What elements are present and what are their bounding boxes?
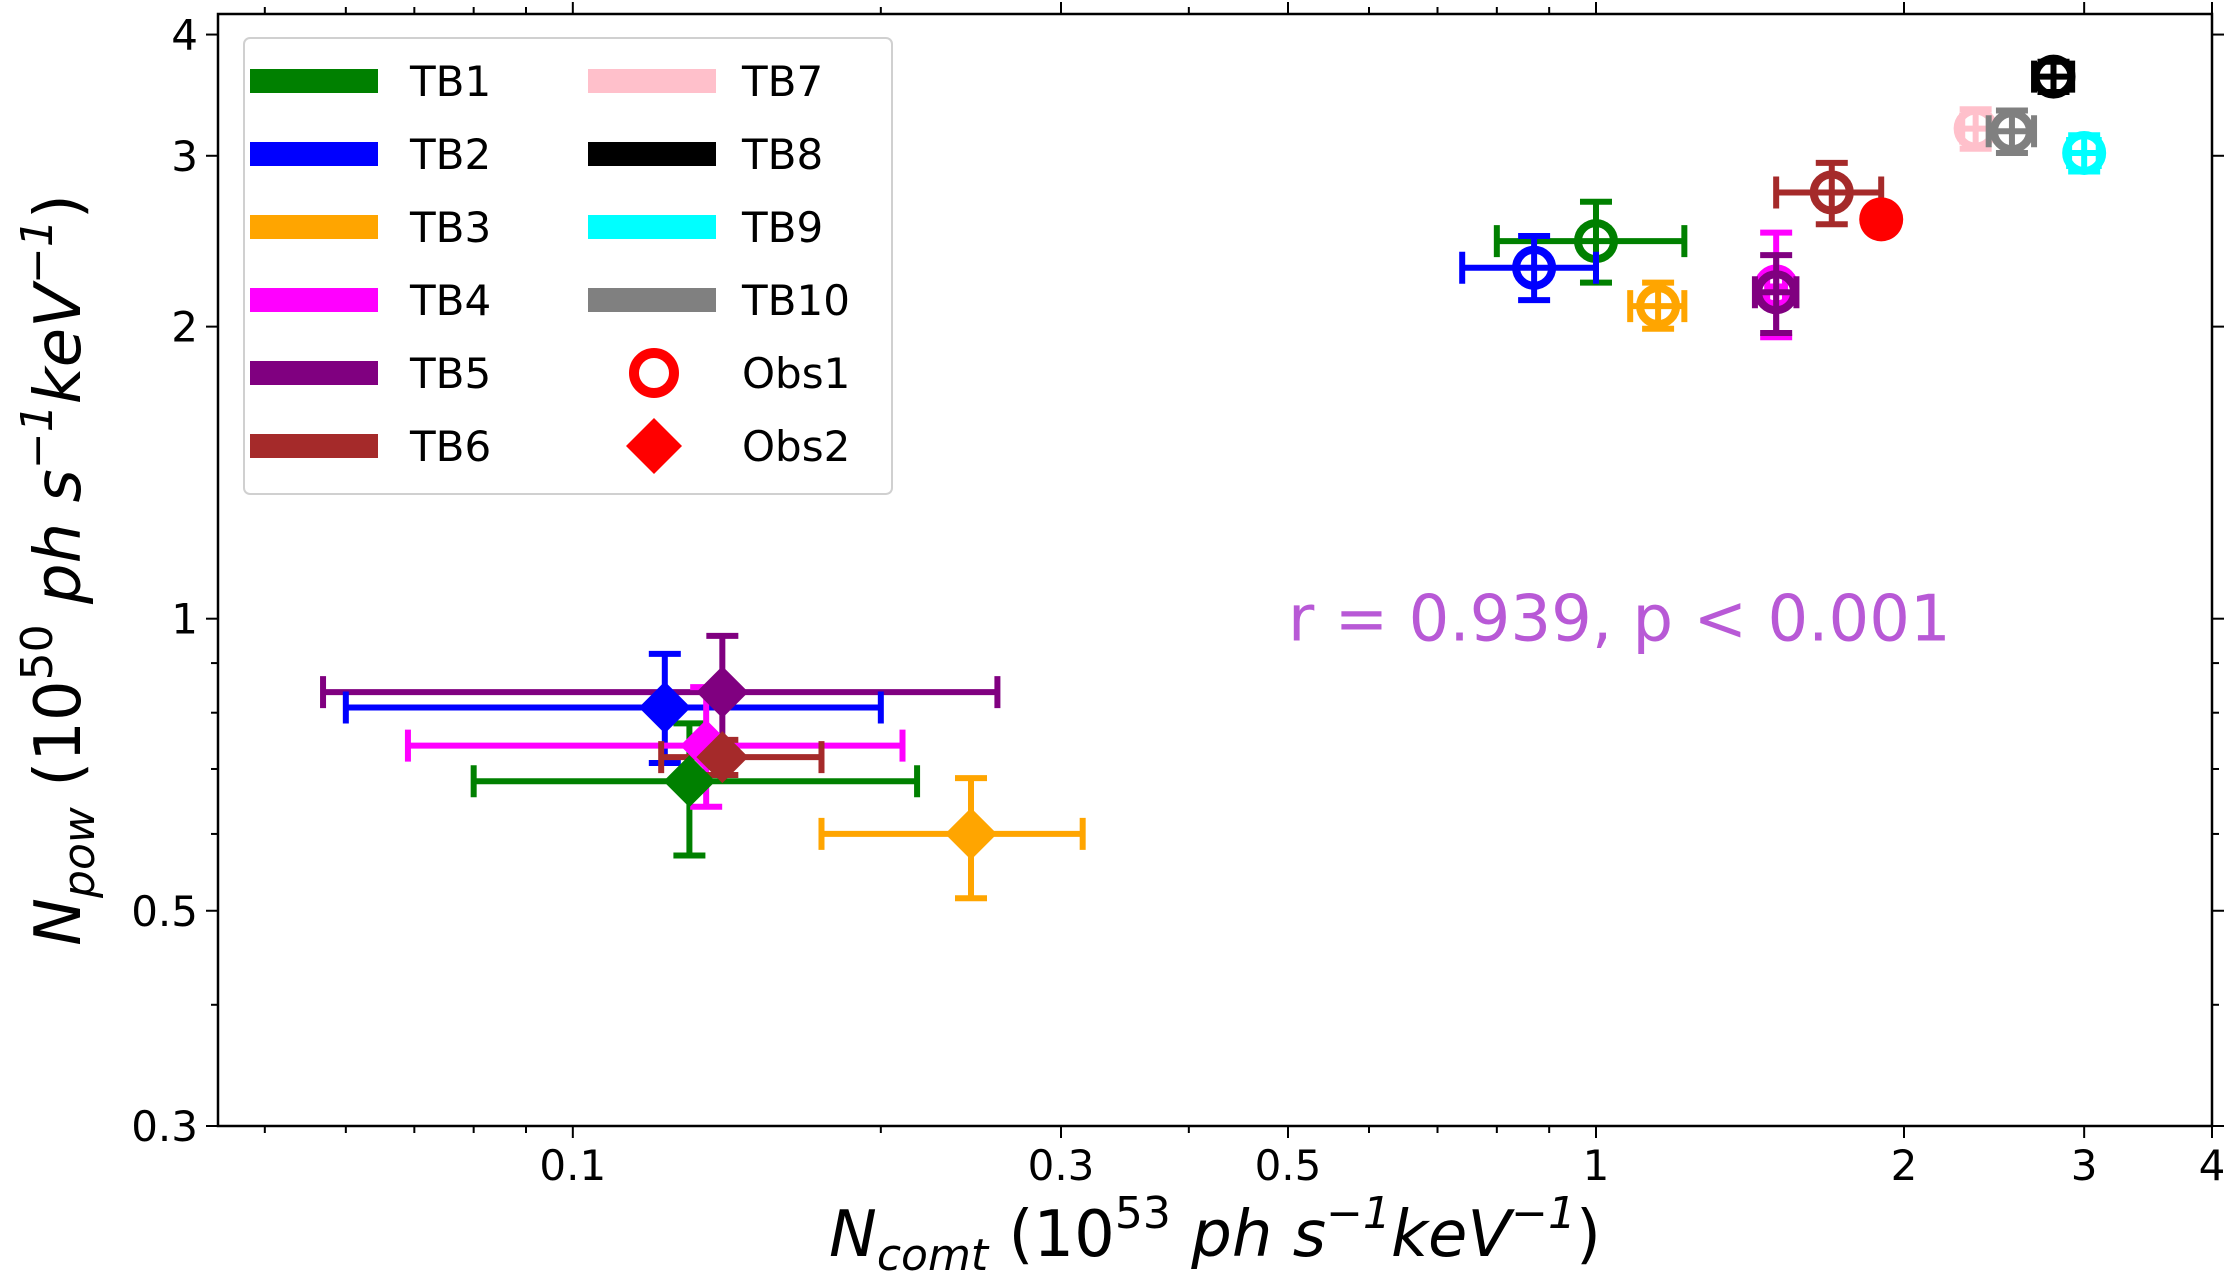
legend-tb5-label: TB5	[409, 349, 491, 398]
plot-frame	[216, 12, 2214, 1128]
tb2-obs1-marker	[1512, 245, 1557, 290]
axis-label-part: pow	[54, 806, 105, 899]
y-tick-label: 0.5	[131, 887, 198, 936]
legend-tb8-label: TB8	[741, 130, 823, 179]
legend-tb2-swatch	[250, 142, 378, 166]
tb5-obs2-marker	[696, 666, 749, 719]
legend-tb4-label: TB4	[409, 276, 491, 325]
legend-tb1-label: TB1	[409, 57, 491, 106]
x-tick-label: 4	[2199, 1141, 2226, 1190]
axis-label-part: 53	[1115, 1188, 1171, 1239]
legend-tb2-label: TB2	[409, 130, 491, 179]
legend-obs1-swatch	[629, 348, 679, 398]
y-tick-label: 3	[171, 132, 198, 181]
y-tick-label: 0.3	[131, 1102, 198, 1151]
axis-label-part: ph s	[1171, 1198, 1326, 1272]
tb6-obs1-marker	[1809, 170, 1854, 215]
tb3-obs2-marker	[945, 807, 998, 860]
y-tick-label: 2	[171, 303, 198, 352]
axis-label-part: keV	[1391, 1198, 1515, 1272]
tb6-obs2-marker	[696, 731, 749, 784]
legend-tb3-swatch	[250, 215, 378, 239]
correlation-annotation: r = 0.939, p < 0.001	[1288, 583, 1951, 657]
axis-label-part: −1	[1511, 1188, 1576, 1239]
legend-tb7-label: TB7	[741, 57, 823, 106]
legend-obs2-label: Obs2	[742, 422, 850, 471]
x-tick-label: 0.1	[539, 1141, 606, 1190]
y-tick-label: 4	[171, 11, 198, 60]
legend-obs1-label: Obs1	[742, 349, 850, 398]
legend-tb9-swatch	[588, 215, 716, 239]
obs1-filled-marker	[1859, 197, 1904, 242]
legend-tb10-label: TB10	[741, 276, 850, 325]
tb2-obs2-marker	[638, 681, 691, 734]
tb1-obs2-marker	[663, 755, 716, 808]
x-tick-label: 2	[1891, 1141, 1918, 1190]
legend-tb7-swatch	[588, 69, 716, 93]
axis-ticks: 0.1 0.3 0.5 1 2 3 4 0.3 0.5 1 2 3 4	[131, 2, 2225, 1190]
axis-label-part: −1	[12, 404, 63, 469]
axis-label-part: −1	[12, 219, 63, 284]
x-axis-label: Ncomt (1053 ph s−1keV−1)	[829, 1188, 1601, 1280]
legend-tb10-swatch	[588, 288, 716, 312]
axis-label-part: 50	[12, 624, 63, 680]
tb8-obs1-marker	[2031, 54, 2076, 99]
legend-tb6-swatch	[250, 434, 378, 458]
legend: TB1 TB2 TB3 TB4 TB5 TB6 TB7 TB8 TB9 TB10 Obs1 Obs2	[243, 37, 893, 495]
legend-tb6-label: TB6	[409, 422, 491, 471]
x-tick-label: 0.3	[1028, 1141, 1095, 1190]
x-tick-label: 1	[1583, 1141, 1610, 1190]
legend-tb5-swatch	[250, 361, 378, 385]
legend-tb4-swatch	[250, 288, 378, 312]
axis-label-part: )	[22, 194, 96, 219]
tb9-obs1-marker	[2062, 130, 2107, 175]
x-tick-label: 0.5	[1255, 1141, 1322, 1190]
y-tick-label: 1	[171, 595, 198, 644]
axis-label-text: Ncomt (1053 ph s−1keV−1)	[829, 1188, 1601, 1280]
legend-obs2-swatch	[626, 418, 682, 474]
legend-box	[243, 37, 893, 495]
plot-border	[216, 12, 2214, 1128]
axis-label-part: N	[22, 898, 96, 946]
legend-tb8-swatch	[588, 142, 716, 166]
axis-label-part: (10	[988, 1198, 1115, 1272]
legend-tb9-label: TB9	[741, 203, 823, 252]
axis-label-part: )	[1576, 1198, 1601, 1272]
axis-label-part: (10	[22, 680, 96, 807]
axis-label-part: comt	[877, 1230, 990, 1280]
axis-label-text: Npow (1050 ph s−1keV−1)	[12, 194, 105, 946]
tb5-obs1-marker	[1754, 270, 1799, 315]
data-points	[320, 54, 2107, 902]
axis-label-part: N	[829, 1198, 877, 1272]
tb10-obs1-marker	[1989, 109, 2034, 154]
axis-label-part: ph s	[22, 469, 96, 624]
axis-label-part: keV	[22, 280, 96, 404]
legend-tb1-swatch	[250, 69, 378, 93]
tb3-obs1-marker	[1636, 284, 1681, 329]
axis-label-part: −1	[1326, 1188, 1391, 1239]
y-axis-label: Npow (1050 ph s−1keV−1)	[12, 194, 105, 946]
legend-tb3-label: TB3	[409, 203, 491, 252]
x-tick-label: 3	[2071, 1141, 2098, 1190]
